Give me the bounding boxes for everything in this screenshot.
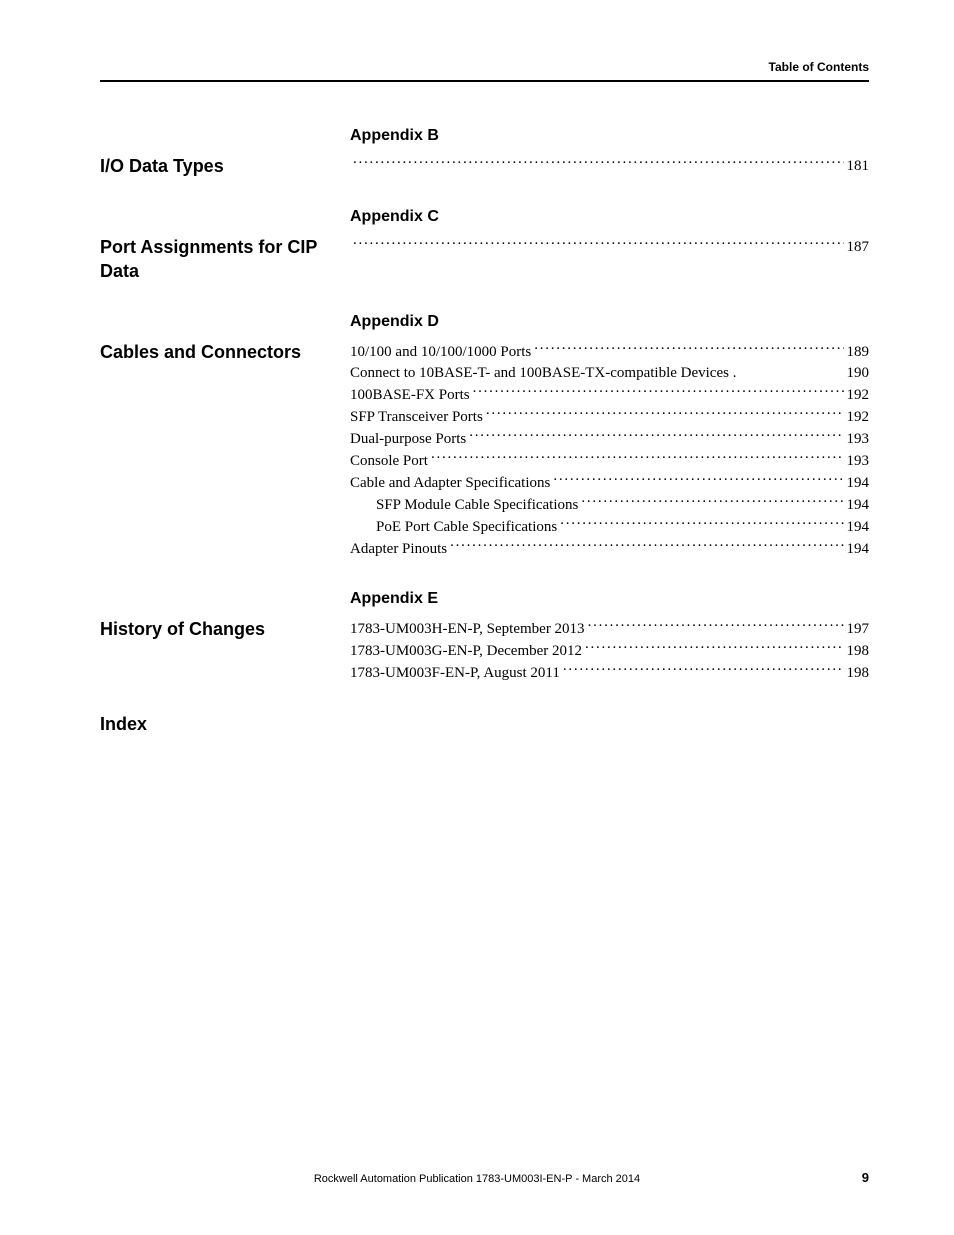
left-title-io-data-types: I/O Data Types [100, 155, 350, 178]
header-right-text: Table of Contents [100, 60, 869, 74]
toc-entry: 1783-UM003F-EN-P, August 2011 198 [350, 662, 869, 684]
toc-dots [553, 472, 843, 487]
toc-page: 194 [847, 517, 870, 538]
toc-label: PoE Port Cable Specifications [376, 517, 557, 538]
toc-dots [486, 406, 844, 421]
footer-text: Rockwell Automation Publication 1783-UM0… [0, 1173, 954, 1185]
toc-page: 190 [847, 363, 870, 384]
heading-appendix-d: Appendix D [350, 313, 869, 331]
toc-page: 197 [847, 619, 870, 640]
toc-label: 1783-UM003G-EN-P, December 2012 [350, 641, 582, 662]
toc-page: 193 [847, 429, 870, 450]
toc-entry: 1783-UM003G-EN-P, December 2012 198 [350, 640, 869, 662]
toc-page: 189 [847, 342, 870, 363]
section-appendix-b: I/O Data Types Appendix B 181 [100, 127, 869, 178]
heading-appendix-b: Appendix B [350, 127, 869, 145]
toc-entry: Adapter Pinouts 194 [350, 538, 869, 560]
toc-entry: 100BASE-FX Ports 192 [350, 384, 869, 406]
toc-page: 194 [847, 539, 870, 560]
toc-dots [353, 155, 844, 170]
toc-label: Adapter Pinouts [350, 539, 447, 560]
toc-dots [450, 538, 843, 553]
toc-entry: Console Port 193 [350, 450, 869, 472]
heading-appendix-c: Appendix C [350, 208, 869, 226]
toc-page: 192 [847, 407, 870, 428]
toc-page: 198 [847, 641, 870, 662]
left-title-index: Index [100, 714, 350, 735]
section-index: Index [100, 714, 869, 735]
toc-label: Connect to 10BASE-T- and 100BASE-TX-comp… [350, 363, 736, 384]
toc-page: 198 [847, 663, 870, 684]
toc-dots [563, 662, 844, 677]
toc-entry: Cable and Adapter Specifications 194 [350, 472, 869, 494]
toc-entry: Dual-purpose Ports 193 [350, 428, 869, 450]
toc-dots [469, 428, 843, 443]
toc-label: SFP Module Cable Specifications [376, 495, 578, 516]
left-title-cables-connectors: Cables and Connectors [100, 341, 350, 364]
toc-dots [473, 384, 844, 399]
toc-label: Dual-purpose Ports [350, 429, 466, 450]
toc-entry: 1783-UM003H-EN-P, September 2013 197 [350, 618, 869, 640]
toc-label: Console Port [350, 451, 428, 472]
toc-label: 10/100 and 10/100/1000 Ports [350, 342, 531, 363]
toc-page: 194 [847, 473, 870, 494]
toc-label: 1783-UM003H-EN-P, September 2013 [350, 619, 585, 640]
toc-label: 100BASE-FX Ports [350, 385, 470, 406]
toc-dots [588, 618, 844, 633]
toc-page: 192 [847, 385, 870, 406]
toc-page: 181 [847, 156, 870, 177]
toc-label: Cable and Adapter Specifications [350, 473, 550, 494]
toc-dots [431, 450, 844, 465]
toc-entry-appendix-c: 187 [350, 236, 869, 258]
toc-dots [534, 341, 843, 356]
toc-entry: SFP Module Cable Specifications 194 [350, 494, 869, 516]
toc-dots [353, 236, 844, 251]
toc-page: 193 [847, 451, 870, 472]
toc-entry-appendix-b: 181 [350, 155, 869, 177]
toc-entry: 10/100 and 10/100/1000 Ports 189 [350, 341, 869, 363]
page-number: 9 [862, 1170, 869, 1185]
heading-appendix-e: Appendix E [350, 590, 869, 608]
toc-dots [560, 516, 843, 531]
toc-entry: SFP Transceiver Ports 192 [350, 406, 869, 428]
header-rule [100, 80, 869, 82]
section-appendix-d: Cables and Connectors Appendix D 10/100 … [100, 313, 869, 560]
section-appendix-e: History of Changes Appendix E 1783-UM003… [100, 590, 869, 684]
toc-dots [581, 494, 843, 509]
left-title-port-assignments: Port Assignments for CIP Data [100, 236, 350, 283]
toc-label: SFP Transceiver Ports [350, 407, 483, 428]
toc-page: 187 [847, 237, 870, 258]
left-title-history-changes: History of Changes [100, 618, 350, 641]
toc-label: 1783-UM003F-EN-P, August 2011 [350, 663, 560, 684]
toc-entry: PoE Port Cable Specifications 194 [350, 516, 869, 538]
toc-entry: Connect to 10BASE-T- and 100BASE-TX-comp… [350, 363, 869, 384]
section-appendix-c: Port Assignments for CIP Data Appendix C… [100, 208, 869, 283]
toc-page: 194 [847, 495, 870, 516]
toc-dots [585, 640, 843, 655]
